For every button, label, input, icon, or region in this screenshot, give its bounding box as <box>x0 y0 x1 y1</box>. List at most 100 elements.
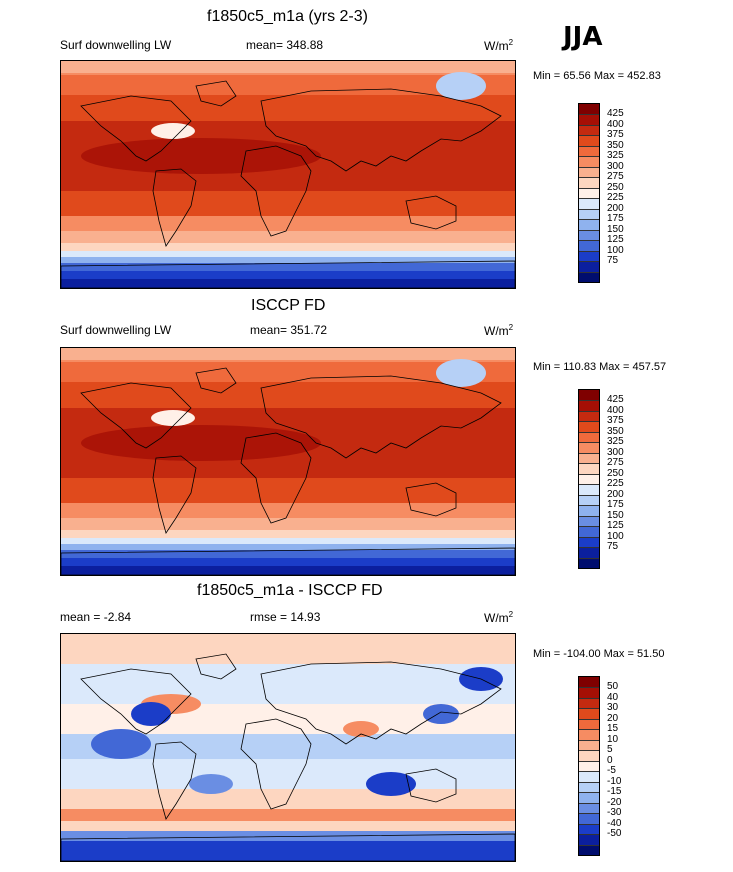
colorbar-label: -15 <box>607 786 622 798</box>
colorbar-label: -20 <box>607 796 622 808</box>
colorbar-cell <box>579 452 599 464</box>
colorbar-label: -5 <box>607 765 616 777</box>
panel-1-units: W/m2 <box>484 38 514 53</box>
colorbar-label: 125 <box>607 520 624 532</box>
colorbar-cell <box>579 760 599 772</box>
colorbar-label: 325 <box>607 436 624 448</box>
colorbar-cell <box>579 410 599 422</box>
panel-1-variable-label: Surf downwelling LW <box>60 38 172 52</box>
panel-2-units: W/m2 <box>484 323 514 338</box>
colorbar-label: 300 <box>607 160 624 172</box>
colorbar-cell <box>579 547 599 558</box>
panel-1-colorbar: 425 400 375 350 325 300 275 250 225 200 175 150 125 1… <box>578 103 624 283</box>
colorbar-label: 125 <box>607 234 624 246</box>
colorbar-cell <box>579 677 599 688</box>
panel-3-map <box>60 633 516 862</box>
colorbar-cell <box>579 442 599 453</box>
colorbar-cell <box>579 687 599 698</box>
colorbar-cell <box>579 792 599 803</box>
colorbar-label: 375 <box>607 129 624 141</box>
colorbar-cell <box>579 536 599 548</box>
map-field <box>61 634 515 861</box>
colorbar-cell <box>579 484 599 495</box>
colorbar-label: 100 <box>607 244 624 256</box>
colorbar-cell <box>579 823 599 835</box>
colorbar-cell <box>579 771 599 782</box>
colorbar-cell <box>579 229 599 241</box>
colorbar-cell <box>579 515 599 527</box>
colorbar-cell <box>579 834 599 845</box>
colorbar-label: 75 <box>607 255 619 267</box>
colorbar-label: -10 <box>607 775 622 787</box>
colorbar-cell <box>579 250 599 262</box>
colorbar-label: 150 <box>607 509 624 521</box>
colorbar-cell <box>579 844 599 855</box>
colorbar-label: 350 <box>607 425 624 437</box>
colorbar-cell <box>579 114 599 125</box>
colorbar-label: -50 <box>607 828 622 840</box>
panel-2-title: ISCCP FD <box>251 297 326 314</box>
colorbar-cell <box>579 802 599 814</box>
map-field <box>61 61 515 288</box>
panel-3-rmse-label: rmse = 14.93 <box>250 610 321 624</box>
colorbar-cell <box>579 526 599 537</box>
colorbar-cell <box>579 261 599 272</box>
colorbar-label: 175 <box>607 499 624 511</box>
colorbar-cell <box>579 718 599 730</box>
panel-1-minmax: Min = 65.56 Max = 452.83 <box>533 70 661 82</box>
colorbar-cell <box>579 271 599 282</box>
colorbar-cell <box>579 781 599 793</box>
panel-1-map <box>60 60 516 289</box>
colorbar-cell <box>579 124 599 136</box>
colorbar-cell <box>579 505 599 516</box>
colorbar-label: 200 <box>607 202 624 214</box>
colorbar-label: 225 <box>607 192 624 204</box>
colorbar-label: 15 <box>607 723 619 735</box>
colorbar-label: 425 <box>607 394 624 406</box>
panel-3-minmax: Min = -104.00 Max = 51.50 <box>533 648 665 660</box>
colorbar-label: 175 <box>607 213 624 225</box>
colorbar-label: 400 <box>607 118 624 130</box>
panel-1-title: f1850c5_m1a (yrs 2-3) <box>207 8 368 25</box>
colorbar-cell <box>579 219 599 230</box>
colorbar-label: 275 <box>607 457 624 469</box>
colorbar-cell <box>579 156 599 167</box>
colorbar-cell <box>579 390 599 401</box>
colorbar-label: 20 <box>607 712 619 724</box>
colorbar-cell <box>579 400 599 411</box>
colorbar-label: -30 <box>607 807 622 819</box>
colorbar-label: 425 <box>607 108 624 120</box>
colorbar-cell <box>579 240 599 251</box>
colorbar-cell <box>579 166 599 178</box>
colorbar-label: 40 <box>607 691 619 703</box>
colorbar-cell <box>579 729 599 740</box>
map-field <box>61 348 515 575</box>
colorbar-label: 5 <box>607 744 613 756</box>
colorbar-label: 50 <box>607 681 619 693</box>
colorbar-label: 100 <box>607 530 624 542</box>
colorbar-label: 400 <box>607 404 624 416</box>
colorbar-label: 250 <box>607 467 624 479</box>
colorbar-cell <box>579 739 599 751</box>
panel-3-mean-label: mean = -2.84 <box>60 610 132 624</box>
colorbar-label: 75 <box>607 541 619 553</box>
colorbar-label: 10 <box>607 733 619 745</box>
panel-2-mean-label: mean= 351.72 <box>250 323 328 337</box>
colorbar-cell <box>579 813 599 824</box>
colorbar-label: 150 <box>607 223 624 235</box>
panel-3-colorbar: 50 40 30 20 15 10 5 0 -5 -10 -15 -20 -30 -40 -50 <box>578 676 621 856</box>
panel-2-minmax: Min = 110.83 Max = 457.57 <box>533 361 667 373</box>
colorbar-label: 350 <box>607 139 624 151</box>
colorbar-cell <box>579 421 599 432</box>
colorbar-cell <box>579 697 599 709</box>
colorbar-cell <box>579 145 599 157</box>
season-label: JJA <box>563 22 603 52</box>
colorbar-label: 200 <box>607 488 624 500</box>
colorbar-label: 30 <box>607 702 619 714</box>
colorbar-label: 250 <box>607 181 624 193</box>
colorbar-label: 300 <box>607 446 624 458</box>
panel-3-title: f1850c5_m1a - ISCCP FD <box>197 582 383 599</box>
colorbar-label: 225 <box>607 478 624 490</box>
colorbar-cell <box>579 431 599 443</box>
colorbar-label: -40 <box>607 817 622 829</box>
